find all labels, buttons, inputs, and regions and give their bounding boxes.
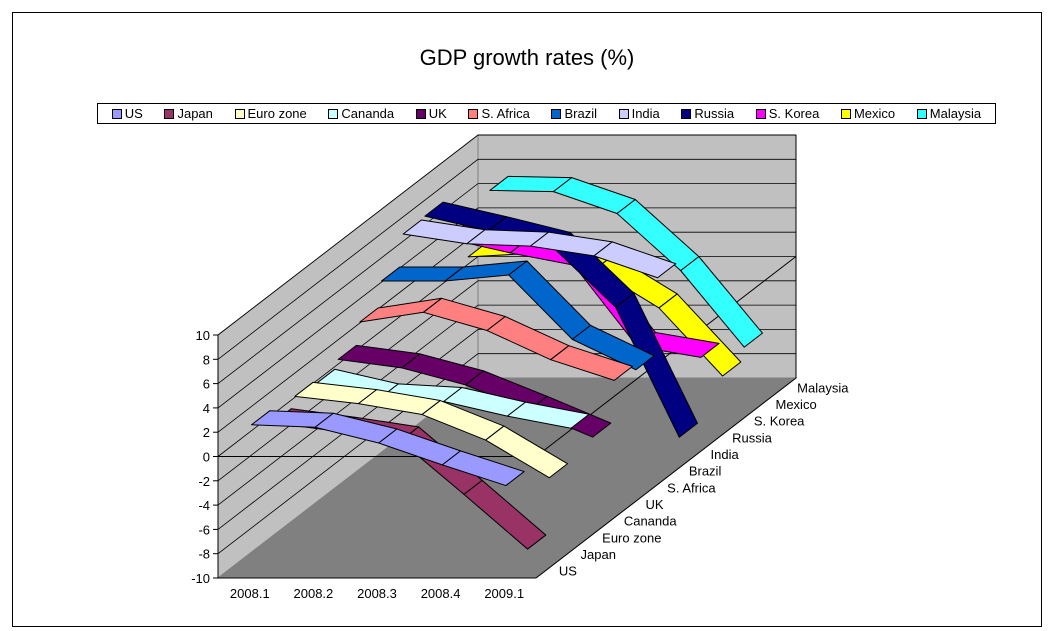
legend-swatch xyxy=(618,108,629,119)
series-euro-zone xyxy=(294,381,568,479)
legend-swatch xyxy=(755,108,766,119)
series-s-africa xyxy=(359,297,633,381)
legend-item-us: US xyxy=(111,106,143,121)
x-tick-label: 2008.1 xyxy=(230,586,270,601)
legend-swatch xyxy=(415,108,426,119)
x-tick-label: 2008.3 xyxy=(357,586,397,601)
series-india xyxy=(402,219,677,279)
depth-tick-label: S. Africa xyxy=(667,480,716,495)
gridline xyxy=(217,304,796,506)
depth-tick-label: UK xyxy=(646,497,664,512)
depth-tick-label: Malaysia xyxy=(797,380,849,395)
legend-item-japan: Japan xyxy=(164,106,213,121)
gridline xyxy=(217,158,796,360)
line-segment xyxy=(571,324,655,371)
line-segment xyxy=(506,401,590,429)
series-brazil xyxy=(381,260,655,371)
legend-swatch xyxy=(234,108,245,119)
legend-swatch xyxy=(328,108,339,119)
legend-item-euro-zone: Euro zone xyxy=(234,106,307,121)
depth-axis xyxy=(535,377,797,579)
y-tick-label: 0 xyxy=(203,450,210,465)
depth-tick-label: Japan xyxy=(581,547,616,562)
legend-item-brazil: Brazil xyxy=(551,106,597,121)
legend-label: US xyxy=(124,106,143,121)
line-segment xyxy=(441,450,525,487)
y-tick-label: -4 xyxy=(198,498,210,513)
chart-title: GDP growth rates (%) xyxy=(419,45,635,70)
legend-swatch xyxy=(916,108,927,119)
depth-tick-label: Mexico xyxy=(776,397,817,412)
legend-item-malaysia: Malaysia xyxy=(916,106,982,121)
series-us xyxy=(251,410,525,487)
legend-label: Cananda xyxy=(341,106,395,121)
legend-swatch xyxy=(111,108,122,119)
depth-tick-label: S. Korea xyxy=(754,414,805,429)
y-tick-label: -6 xyxy=(198,522,210,537)
legend-label: Mexico xyxy=(853,106,896,121)
legend-item-s-africa: S. Africa xyxy=(468,106,530,121)
depth-tick-label: US xyxy=(559,564,577,579)
legend-swatch xyxy=(468,108,479,119)
legend-swatch xyxy=(551,108,562,119)
depth-tick-label: Cananda xyxy=(624,514,678,529)
y-tick-label: 6 xyxy=(203,377,210,392)
legend-label: Japan xyxy=(177,106,213,121)
line-segment xyxy=(680,256,763,348)
x-tick-label: 2008.2 xyxy=(294,586,334,601)
legend: US Japan Euro zone Cananda UK S. Africa Brazil… xyxy=(97,103,996,124)
line-segment xyxy=(485,425,568,479)
depth-tick-label: Euro zone xyxy=(602,530,661,545)
y-tick-label: -8 xyxy=(198,547,210,562)
legend-item-india: India xyxy=(618,106,660,121)
x-tick-label: 2009.1 xyxy=(484,586,524,601)
line-segment xyxy=(593,241,677,279)
y-tick-label: -10 xyxy=(191,571,210,586)
depth-tick-label: Russia xyxy=(732,430,773,445)
line-segment xyxy=(615,292,698,438)
legend-item-mexico: Mexico xyxy=(840,106,896,121)
y-tick-label: 8 xyxy=(203,352,210,367)
gridline xyxy=(217,207,796,409)
legend-label: Euro zone xyxy=(247,106,307,121)
legend-item-s-korea: S. Korea xyxy=(755,106,820,121)
legend-label: Russia xyxy=(694,106,735,121)
y-tick-label: -2 xyxy=(198,474,210,489)
line-segment xyxy=(463,479,547,550)
series-malaysia xyxy=(489,175,763,348)
legend-label: S. Korea xyxy=(768,106,820,121)
legend-swatch xyxy=(164,108,175,119)
y-tick-label: 4 xyxy=(203,401,210,416)
y-tick-label: 10 xyxy=(196,328,210,343)
legend-label: Malaysia xyxy=(929,106,982,121)
legend-label: UK xyxy=(428,106,447,121)
y-tick-label: 2 xyxy=(203,425,210,440)
legend-swatch xyxy=(681,108,692,119)
legend-item-uk: UK xyxy=(415,106,447,121)
legend-label: S. Africa xyxy=(481,106,530,121)
gridline xyxy=(217,183,796,384)
depth-tick-label: Brazil xyxy=(689,464,722,479)
x-tick-label: 2008.4 xyxy=(421,586,461,601)
legend-item-russia: Russia xyxy=(681,106,734,121)
legend-label: India xyxy=(631,106,660,121)
line-segment xyxy=(550,345,633,381)
depth-tick-label: India xyxy=(711,447,740,462)
legend-label: Brazil xyxy=(564,106,597,121)
legend-swatch xyxy=(840,108,851,119)
legend-item-cananda: Cananda xyxy=(328,106,394,121)
